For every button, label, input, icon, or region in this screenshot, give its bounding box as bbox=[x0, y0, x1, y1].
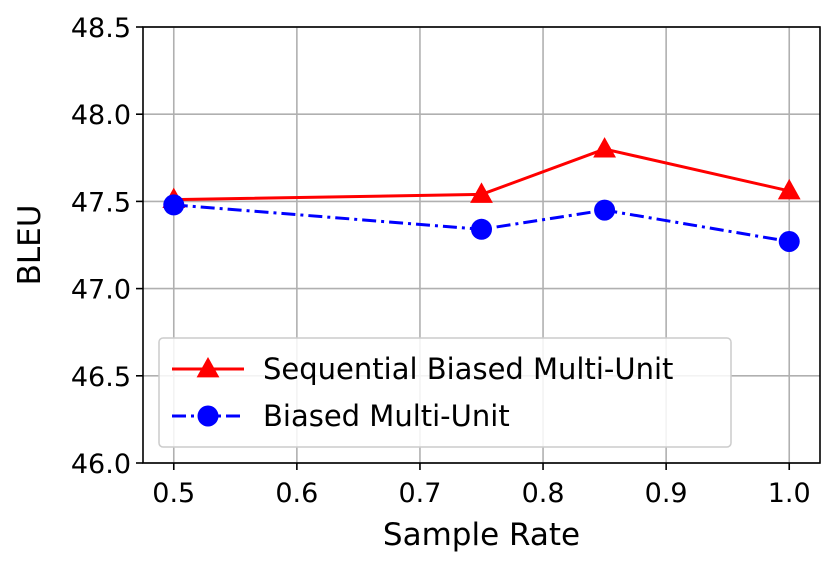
y-tick-label: 48.5 bbox=[71, 13, 131, 44]
data-point-triangle bbox=[593, 137, 616, 158]
series-layer bbox=[162, 137, 801, 253]
data-point-triangle bbox=[777, 178, 801, 200]
data-point-circle bbox=[778, 231, 800, 253]
y-axis-title: BLEU bbox=[12, 205, 48, 286]
y-tick-label: 47.5 bbox=[71, 187, 131, 218]
x-tick-label: 0.8 bbox=[522, 478, 565, 509]
legend-label-biased: Biased Multi-Unit bbox=[263, 399, 510, 433]
legend-entry-biased: Biased Multi-Unit bbox=[172, 399, 510, 433]
y-tick-label: 47.0 bbox=[71, 275, 131, 306]
x-tick-label: 0.7 bbox=[398, 478, 441, 509]
data-point-circle bbox=[594, 199, 616, 221]
y-tick-label: 48.0 bbox=[71, 100, 131, 131]
series-line bbox=[173, 203, 790, 243]
y-tick-label: 46.0 bbox=[71, 449, 131, 480]
plot-frame bbox=[142, 26, 821, 464]
legend-marker-triangle bbox=[196, 357, 220, 378]
y-tick-label: 46.5 bbox=[71, 362, 131, 393]
legend-label-sequential: Sequential Biased Multi-Unit bbox=[263, 352, 673, 386]
data-point-circle bbox=[163, 194, 185, 216]
legend: Sequential Biased Multi-Unit Biased Mult… bbox=[158, 337, 732, 448]
legend-box bbox=[158, 337, 732, 448]
x-tick-label: 0.6 bbox=[275, 478, 318, 509]
legend-entry-sequential: Sequential Biased Multi-Unit bbox=[172, 352, 673, 386]
data-point-triangle bbox=[470, 182, 493, 203]
legend-marker-circle bbox=[197, 405, 219, 427]
axis-ticks: 0.5 0.6 0.7 0.8 0.9 1.0 46.0 46.5 47.0 47.5 48.0 48… bbox=[71, 13, 811, 509]
data-point-circle bbox=[471, 218, 492, 240]
series-biased-multi-unit bbox=[163, 194, 800, 253]
x-tick-label: 0.9 bbox=[645, 478, 688, 509]
x-tick-label: 0.5 bbox=[152, 478, 195, 509]
x-tick-label: 1.0 bbox=[768, 478, 811, 509]
series-line bbox=[173, 147, 790, 202]
x-axis-title: Sample Rate bbox=[383, 517, 580, 553]
